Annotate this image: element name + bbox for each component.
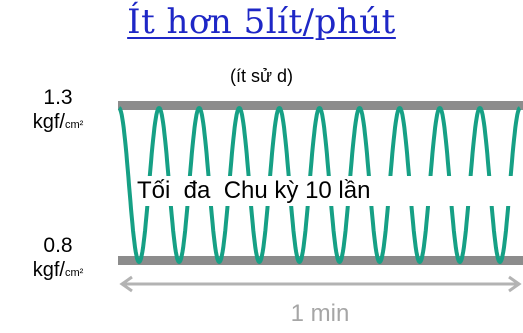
lower-unit-small: cm²	[64, 267, 84, 279]
y-label-lower: 0.8 kgf/cm²	[8, 234, 108, 285]
lower-pressure-unit: kgf/cm²	[8, 258, 108, 285]
time-arrow-right-head	[508, 275, 522, 293]
lower-pressure-band	[118, 256, 523, 265]
y-label-upper: 1.3 kgf/cm²	[8, 86, 108, 137]
time-span-label: 1 min	[290, 300, 350, 327]
max-cycles-label: Tối đa Chu kỳ 10 lần	[133, 176, 521, 206]
upper-pressure-band	[118, 101, 523, 110]
upper-pressure-unit: kgf/cm²	[8, 110, 108, 137]
lower-unit-main: kgf/	[32, 259, 65, 281]
title: Ít hơn 5lít/phút	[127, 2, 396, 42]
upper-pressure-value: 1.3	[43, 86, 73, 109]
upper-unit-small: cm²	[64, 119, 84, 131]
subtitle: (ít sử d)	[229, 66, 294, 86]
upper-unit-main: kgf/	[32, 111, 65, 133]
lower-pressure-value: 0.8	[43, 234, 73, 257]
time-arrow-left-head	[119, 275, 133, 293]
pressure-wave	[117, 106, 522, 264]
